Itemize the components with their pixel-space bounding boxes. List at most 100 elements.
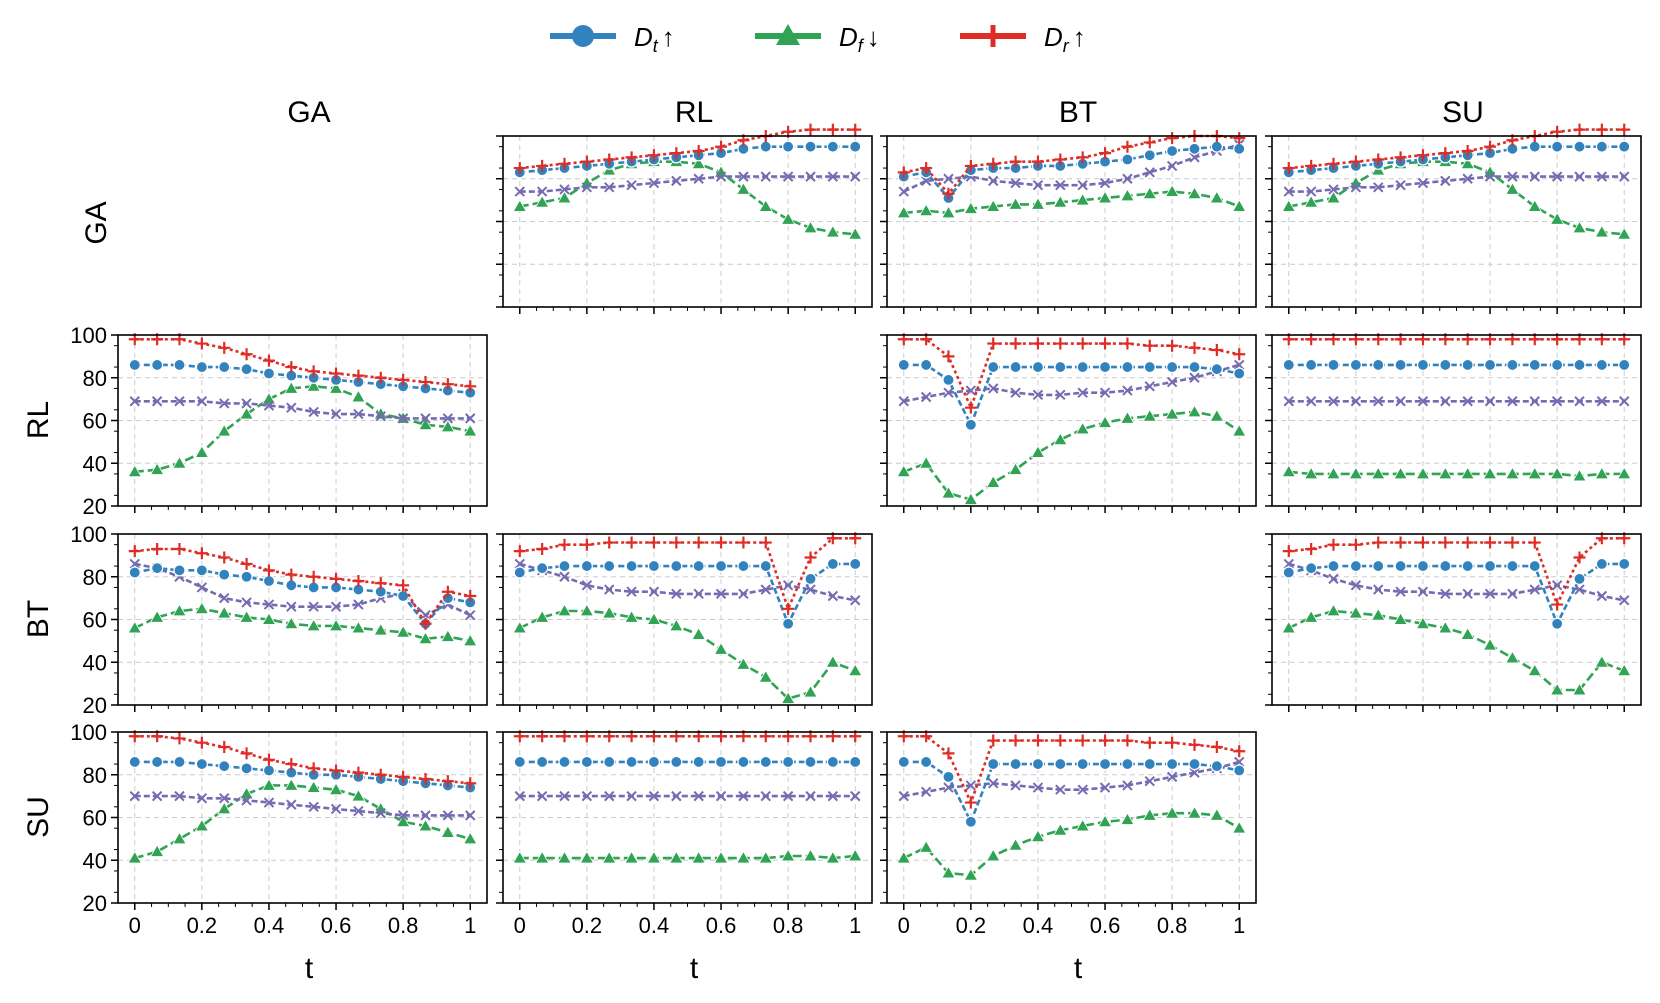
- point-Df: [1460, 627, 1475, 640]
- point-Dt: [670, 559, 683, 573]
- point-Df: [373, 622, 388, 636]
- point-Dr: [173, 732, 186, 745]
- series-line-Dr: [903, 734, 1240, 806]
- point-Dt: [849, 557, 862, 571]
- point-X: [827, 171, 839, 182]
- point-X: [1189, 767, 1200, 778]
- x-tick-label: 1: [1233, 913, 1245, 938]
- point-Dt: [1595, 140, 1608, 153]
- series-line-X: [519, 175, 856, 193]
- point-Dr: [580, 538, 593, 551]
- point-Dr: [804, 551, 817, 564]
- point-Dt: [603, 559, 616, 573]
- point-Dr: [964, 796, 977, 809]
- point-Df: [1572, 682, 1587, 696]
- point-X: [1189, 152, 1200, 163]
- series-line-Dr: [903, 134, 1240, 196]
- series-Dr: [513, 532, 862, 615]
- grid: [887, 334, 1256, 507]
- point-Dt: [240, 762, 253, 775]
- point-Dr: [464, 777, 477, 790]
- row-label-ga: GA: [80, 201, 113, 244]
- point-Dr: [1394, 151, 1407, 164]
- point-Dr: [1349, 538, 1362, 551]
- point-Dr: [1166, 736, 1179, 749]
- point-X: [1032, 389, 1044, 401]
- point-Dt: [1349, 559, 1362, 573]
- series-line-Dt: [134, 566, 471, 626]
- panel-r2-c1: [496, 532, 873, 712]
- panel-frame: [886, 135, 1257, 308]
- point-X: [1574, 171, 1585, 182]
- series-line-X: [1288, 562, 1625, 602]
- legend-item-r: Dr ↑: [960, 22, 1086, 56]
- point-Df: [557, 850, 572, 864]
- y-tick-label: 60: [83, 409, 107, 434]
- point-Dr: [1282, 545, 1295, 558]
- point-Dt: [782, 617, 795, 630]
- point-X: [241, 597, 252, 608]
- point-X: [1551, 580, 1563, 591]
- point-Df: [1209, 808, 1225, 821]
- point-X: [693, 173, 704, 184]
- point-Dr: [262, 753, 275, 766]
- point-X: [286, 402, 297, 413]
- point-X: [943, 173, 954, 184]
- point-Dr: [1618, 123, 1631, 136]
- point-Dt: [1372, 559, 1385, 573]
- point-Dt: [1416, 358, 1430, 372]
- point-Df: [1209, 190, 1225, 204]
- point-X: [1099, 387, 1111, 398]
- point-Df: [1281, 464, 1296, 478]
- point-Dr: [1143, 339, 1156, 352]
- point-X: [850, 790, 861, 802]
- point-X: [559, 571, 570, 582]
- point-Dt: [1618, 140, 1631, 153]
- point-X: [1010, 387, 1021, 398]
- point-Df: [941, 205, 956, 219]
- point-Df: [1326, 603, 1341, 617]
- point-Df: [1617, 227, 1632, 240]
- point-X: [920, 175, 932, 187]
- point-Dr: [330, 572, 343, 585]
- point-Df: [306, 378, 321, 392]
- point-Dr: [307, 365, 320, 378]
- series-line-Dt: [1288, 562, 1625, 628]
- point-Dr: [1076, 337, 1089, 350]
- point-Df: [557, 190, 572, 204]
- series-line-Df: [903, 811, 1240, 877]
- point-Df: [239, 610, 254, 623]
- point-Df: [1097, 814, 1113, 828]
- point-Df: [1232, 199, 1247, 212]
- point-Dt: [1394, 559, 1407, 573]
- point-Df: [780, 212, 796, 225]
- point-Df: [127, 620, 142, 634]
- point-Df: [328, 381, 344, 394]
- series-X: [129, 790, 476, 821]
- point-X: [988, 383, 999, 394]
- series-Dr: [128, 542, 477, 630]
- point-Dr: [1166, 339, 1179, 352]
- point-Df: [194, 445, 210, 458]
- y-tick-label: 100: [70, 522, 107, 547]
- y-tick-label: 40: [83, 451, 107, 476]
- point-Df: [1393, 612, 1408, 625]
- point-Dt: [240, 570, 253, 583]
- point-Dr: [240, 557, 253, 570]
- point-X: [1099, 177, 1111, 189]
- point-Dt: [759, 140, 772, 153]
- point-Dt: [173, 564, 186, 577]
- point-Dt: [1461, 358, 1474, 372]
- point-X: [308, 801, 319, 813]
- point-Df: [825, 850, 841, 864]
- point-Dr: [441, 775, 454, 788]
- point-Df: [1164, 184, 1180, 197]
- point-X: [1507, 588, 1518, 600]
- point-Dr: [513, 162, 526, 175]
- point-X: [693, 790, 704, 802]
- point-Df: [1617, 466, 1632, 480]
- point-Dr: [128, 545, 141, 558]
- point-X: [174, 790, 185, 802]
- point-Df: [986, 848, 1001, 862]
- point-X: [375, 808, 386, 819]
